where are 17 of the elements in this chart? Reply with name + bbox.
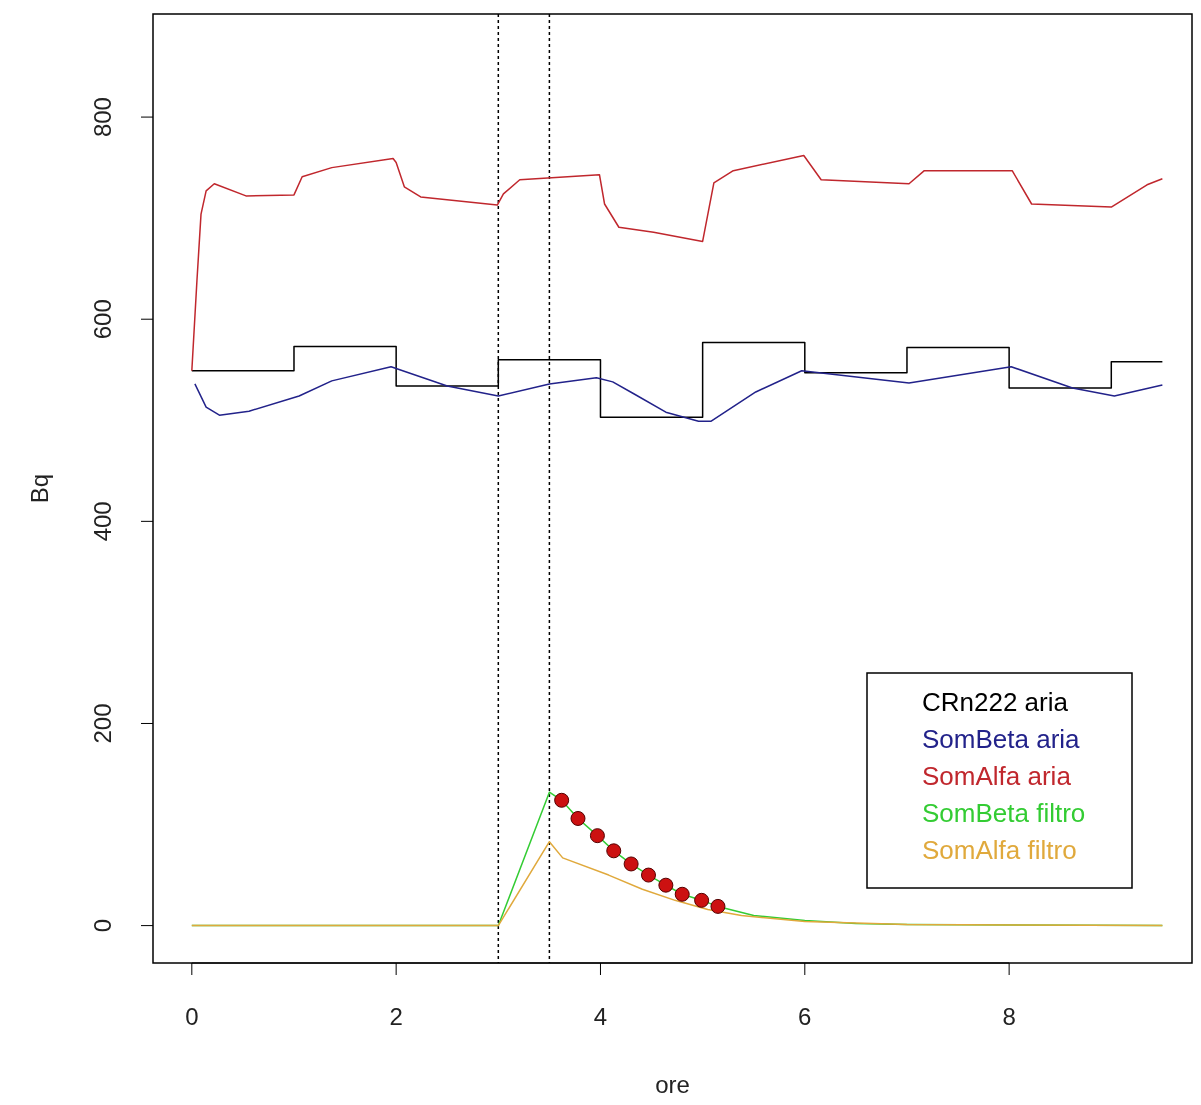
y-tick-label: 400 [89, 501, 116, 542]
x-tick-label: 8 [1002, 1003, 1016, 1030]
x-tick-label: 2 [389, 1003, 403, 1030]
text: SomBeta filtro [922, 798, 1086, 828]
y-tick-label: 800 [89, 97, 116, 138]
y-tick-label: 0 [89, 918, 116, 933]
y-axis-title: Bq [26, 473, 53, 504]
x-tick-label: 0 [185, 1003, 199, 1030]
text: CRn222 aria [922, 687, 1069, 717]
y-tick-label: 600 [89, 299, 116, 340]
y-tick-label: 200 [89, 703, 116, 744]
x-tick-label: 6 [798, 1003, 812, 1030]
x-tick-label: 4 [593, 1003, 608, 1030]
text: SomBeta aria [922, 724, 1081, 754]
text: SomAlfa filtro [922, 835, 1077, 865]
text: SomAlfa aria [922, 761, 1072, 791]
x-axis-title: ore [655, 1071, 690, 1098]
